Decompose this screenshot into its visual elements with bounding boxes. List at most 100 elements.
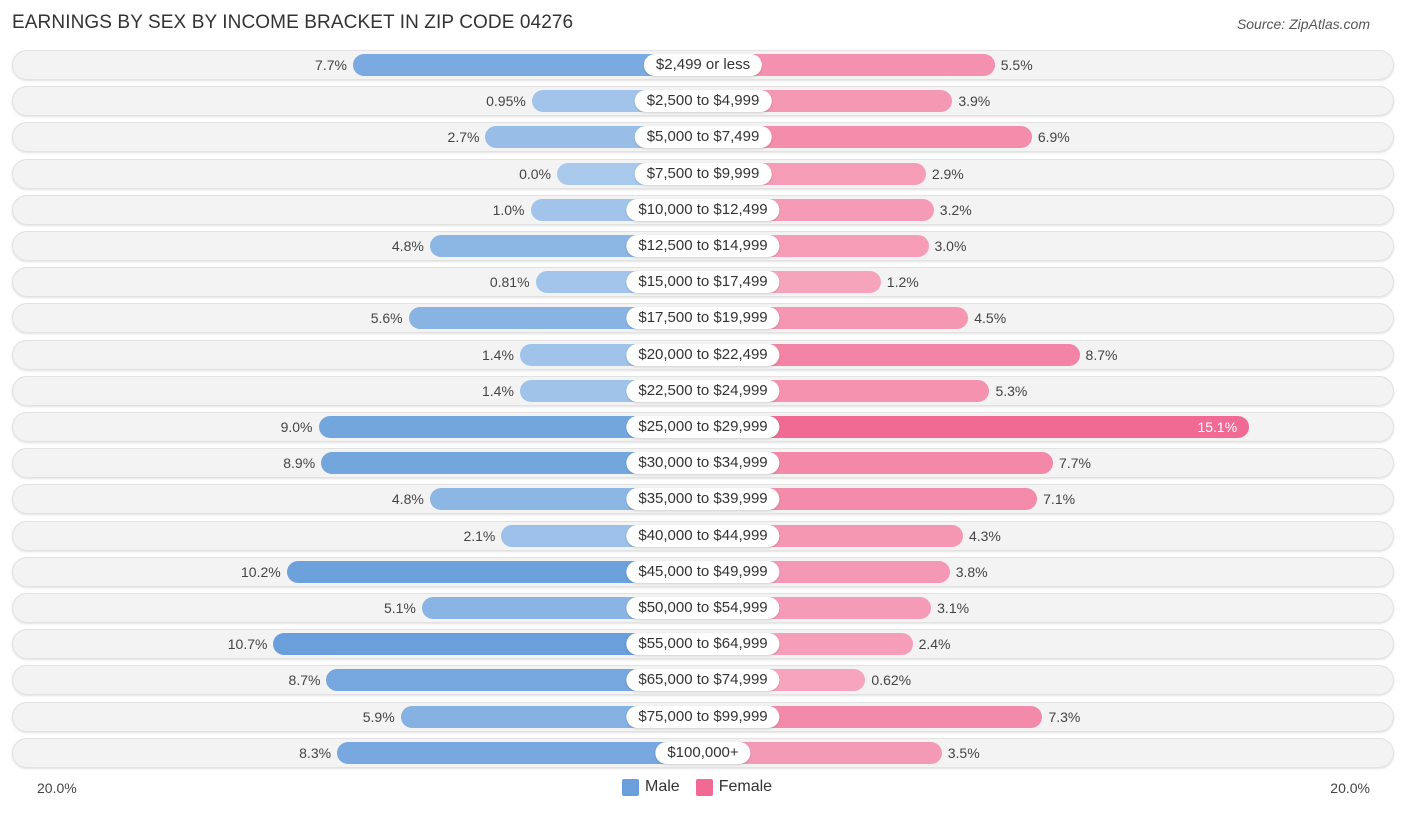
value-label-male: 5.9% [362, 708, 395, 725]
legend-label-female: Female [718, 778, 773, 795]
legend: Male Female [622, 778, 780, 796]
category-label: $40,000 to $44,999 [626, 524, 780, 547]
category-label: $20,000 to $22,499 [626, 343, 780, 366]
chart-row: 0.81% 1.2% $15,000 to $17,499 [12, 267, 1394, 298]
category-label: $45,000 to $49,999 [626, 560, 780, 583]
category-label: $65,000 to $74,999 [626, 669, 780, 692]
category-label: $35,000 to $39,999 [626, 488, 780, 511]
legend-item-female[interactable]: Female [695, 778, 773, 796]
category-label: $100,000+ [655, 741, 751, 764]
category-label: $2,499 or less [643, 54, 763, 76]
value-label-female: 3.0% [934, 238, 967, 254]
bar-male[interactable] [273, 633, 703, 656]
chart-row: 8.9% 7.7% $30,000 to $34,999 [12, 448, 1394, 479]
value-label-female: 6.9% [1037, 129, 1070, 146]
value-label-female: 3.2% [939, 201, 972, 218]
chart-row: 9.0% 15.1% $25,000 to $29,999 [12, 412, 1394, 442]
chart-row: 5.1% 3.1% $50,000 to $54,999 [12, 593, 1394, 623]
value-label-male: 8.7% [288, 672, 321, 689]
chart-row: 5.9% 7.3% $75,000 to $99,999 [12, 701, 1394, 732]
value-label-male: 1.4% [481, 382, 514, 399]
value-label-female: 5.3% [995, 382, 1028, 399]
bar-female[interactable] [703, 488, 1038, 511]
chart-row: 8.3% 3.5% $100,000+ [12, 737, 1394, 768]
value-label-male: 4.8% [391, 491, 424, 508]
legend-swatch-female [695, 778, 713, 796]
chart-row: 2.7% 6.9% $5,000 to $7,499 [12, 122, 1394, 153]
bar-female[interactable] [703, 54, 995, 76]
value-label-male: 7.7% [315, 57, 347, 73]
value-label-male: 10.2% [241, 563, 281, 580]
value-label-female: 2.4% [918, 636, 951, 653]
value-label-male: 0.95% [486, 93, 526, 110]
value-label-male: 5.6% [370, 310, 403, 327]
category-label: $7,500 to $9,999 [634, 162, 772, 185]
value-label-male: 8.9% [283, 455, 316, 472]
chart-row: 10.2% 3.8% $45,000 to $49,999 [12, 556, 1394, 587]
chart-row: 2.1% 4.3% $40,000 to $44,999 [12, 520, 1394, 551]
value-label-female: 3.9% [958, 93, 991, 110]
chart-row: 10.7% 2.4% $55,000 to $64,999 [12, 629, 1394, 660]
chart-row: 1.4% 8.7% $20,000 to $22,499 [12, 339, 1394, 370]
value-label-male: 9.0% [280, 419, 313, 435]
value-label-female: 4.3% [968, 527, 1001, 544]
category-label: $25,000 to $29,999 [626, 416, 780, 438]
value-label-female: 0.62% [871, 672, 912, 689]
bar-female[interactable] [703, 416, 1250, 438]
value-label-female: 8.7% [1085, 346, 1118, 363]
value-label-female: 7.7% [1059, 455, 1091, 472]
value-label-female: 1.2% [886, 274, 919, 291]
bar-male[interactable] [326, 669, 703, 692]
value-label-female: 3.8% [955, 563, 988, 580]
category-label: $10,000 to $12,499 [626, 198, 780, 221]
value-label-male: 1.4% [481, 346, 514, 363]
bar-male[interactable] [337, 741, 703, 764]
axis-label-right: 20.0% [1330, 780, 1370, 796]
value-label-female: 15.1% [1197, 419, 1238, 435]
chart-row: 4.8% 7.1% $35,000 to $39,999 [12, 484, 1394, 515]
category-label: $75,000 to $99,999 [626, 705, 780, 728]
chart-row: 8.7% 0.62% $65,000 to $74,999 [12, 665, 1394, 696]
value-label-male: 4.8% [391, 238, 424, 254]
chart-title: EARNINGS BY SEX BY INCOME BRACKET IN ZIP… [12, 12, 574, 33]
value-label-male: 2.7% [447, 129, 480, 146]
category-label: $2,500 to $4,999 [634, 90, 772, 113]
bar-female[interactable] [703, 705, 1043, 728]
source-label: Source: ZipAtlas.com [1236, 16, 1370, 32]
chart-row: 5.6% 4.5% $17,500 to $19,999 [12, 303, 1394, 334]
bar-male[interactable] [286, 560, 703, 583]
value-label-female: 7.1% [1043, 491, 1076, 508]
legend-label-male: Male [645, 778, 680, 795]
value-label-male: 5.1% [383, 600, 416, 616]
category-label: $22,500 to $24,999 [626, 379, 780, 402]
category-label: $55,000 to $64,999 [626, 633, 780, 656]
category-label: $5,000 to $7,499 [634, 126, 772, 149]
chart-row: 4.8% 3.0% $12,500 to $14,999 [12, 231, 1394, 261]
bar-female[interactable] [703, 126, 1032, 149]
bar-male[interactable] [352, 54, 703, 76]
value-label-female: 2.9% [931, 165, 964, 182]
category-label: $50,000 to $54,999 [626, 597, 780, 619]
value-label-female: 3.5% [947, 744, 980, 761]
value-label-female: 4.5% [974, 310, 1007, 327]
value-label-female: 3.1% [937, 600, 970, 616]
bar-female[interactable] [703, 741, 942, 764]
chart-row: 0.0% 2.9% $7,500 to $9,999 [12, 158, 1394, 189]
value-label-male: 1.0% [492, 201, 525, 218]
value-label-male: 2.1% [463, 527, 496, 544]
value-label-male: 0.0% [519, 165, 551, 182]
chart-row: 1.0% 3.2% $10,000 to $12,499 [12, 194, 1394, 225]
category-label: $15,000 to $17,499 [626, 271, 780, 294]
bar-male[interactable] [318, 416, 703, 438]
legend-item-male[interactable]: Male [622, 778, 680, 796]
axis-label-left: 20.0% [37, 780, 77, 796]
value-label-female: 5.5% [1000, 57, 1033, 73]
category-label: $12,500 to $14,999 [626, 235, 780, 257]
value-label-male: 8.3% [299, 744, 332, 761]
category-label: $30,000 to $34,999 [626, 452, 780, 475]
chart-row: 0.95% 3.9% $2,500 to $4,999 [12, 86, 1394, 117]
bar-female[interactable] [703, 343, 1080, 366]
bar-male[interactable] [321, 452, 703, 475]
value-label-male: 0.81% [489, 274, 530, 291]
bar-female[interactable] [703, 452, 1054, 475]
